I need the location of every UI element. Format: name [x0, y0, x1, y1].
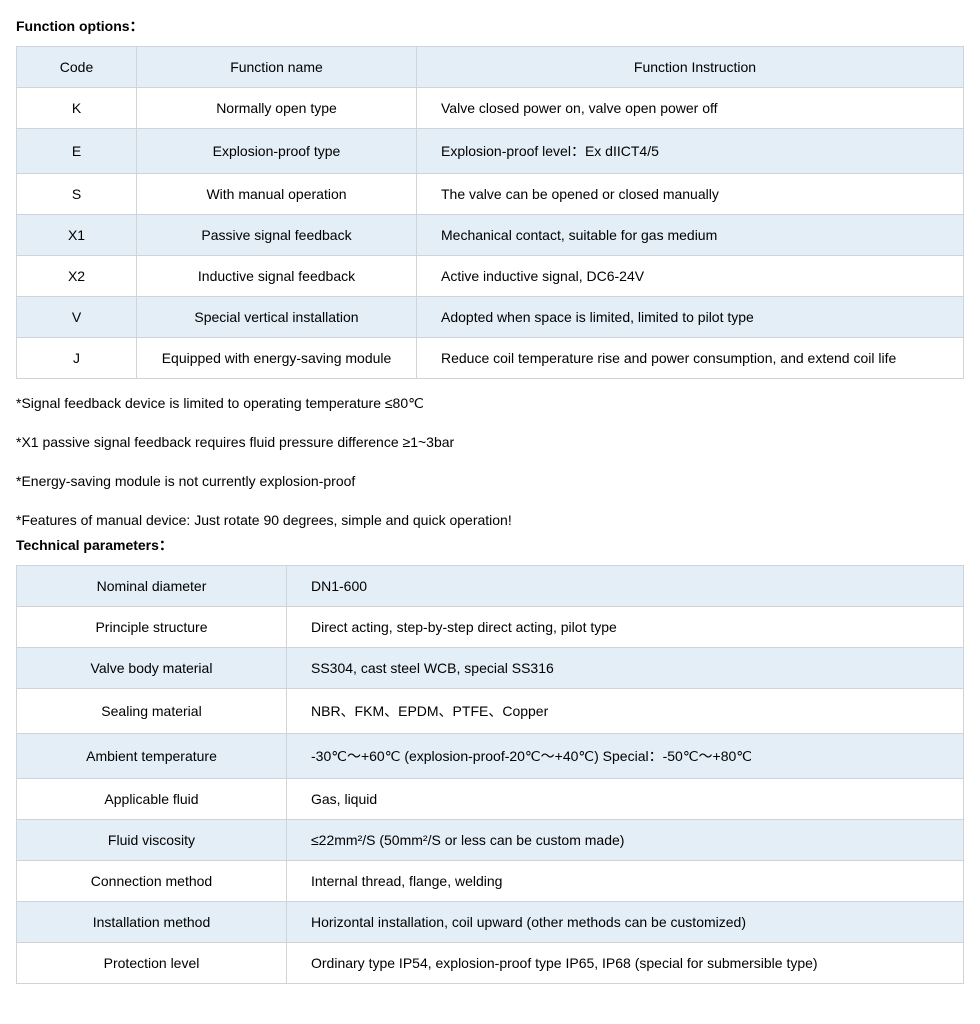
- col-header-code: Code: [17, 47, 137, 88]
- param-name: Fluid viscosity: [17, 820, 287, 861]
- cell-name: Passive signal feedback: [137, 215, 417, 256]
- cell-name: Special vertical installation: [137, 297, 417, 338]
- cell-code: S: [17, 174, 137, 215]
- param-name: Sealing material: [17, 689, 287, 734]
- table-row: K Normally open type Valve closed power …: [17, 88, 964, 129]
- cell-instruction: The valve can be opened or closed manual…: [417, 174, 964, 215]
- table-row: Installation method Horizontal installat…: [17, 902, 964, 943]
- cell-instruction: Mechanical contact, suitable for gas med…: [417, 215, 964, 256]
- cell-instruction: Explosion-proof level：Ex dIICT4/5: [417, 129, 964, 174]
- param-value: ≤22mm²/S (50mm²/S or less can be custom …: [287, 820, 964, 861]
- footnote: *Energy-saving module is not currently e…: [16, 471, 964, 492]
- param-name: Connection method: [17, 861, 287, 902]
- param-value: DN1-600: [287, 566, 964, 607]
- cell-instruction: Reduce coil temperature rise and power c…: [417, 338, 964, 379]
- col-header-name: Function name: [137, 47, 417, 88]
- param-name: Applicable fluid: [17, 779, 287, 820]
- param-value: Internal thread, flange, welding: [287, 861, 964, 902]
- table-row: X1 Passive signal feedback Mechanical co…: [17, 215, 964, 256]
- param-name: Principle structure: [17, 607, 287, 648]
- param-value: Ordinary type IP54, explosion-proof type…: [287, 943, 964, 984]
- param-value: Horizontal installation, coil upward (ot…: [287, 902, 964, 943]
- param-value: SS304, cast steel WCB, special SS316: [287, 648, 964, 689]
- cell-name: Equipped with energy-saving module: [137, 338, 417, 379]
- technical-parameters-table: Nominal diameter DN1-600 Principle struc…: [16, 565, 964, 984]
- cell-code: X1: [17, 215, 137, 256]
- function-options-table: Code Function name Function Instruction …: [16, 46, 964, 379]
- table-header-row: Code Function name Function Instruction: [17, 47, 964, 88]
- table-row: Principle structure Direct acting, step-…: [17, 607, 964, 648]
- cell-code: V: [17, 297, 137, 338]
- technical-parameters-heading: Technical parameters：: [16, 535, 964, 555]
- param-name: Installation method: [17, 902, 287, 943]
- table-row: Applicable fluid Gas, liquid: [17, 779, 964, 820]
- param-value: -30℃～+60℃ (explosion-proof-20℃～+40℃) Spe…: [287, 734, 964, 779]
- cell-name: Normally open type: [137, 88, 417, 129]
- table-row: Valve body material SS304, cast steel WC…: [17, 648, 964, 689]
- cell-name: Inductive signal feedback: [137, 256, 417, 297]
- table-row: S With manual operation The valve can be…: [17, 174, 964, 215]
- param-value: Gas, liquid: [287, 779, 964, 820]
- param-value: Direct acting, step-by-step direct actin…: [287, 607, 964, 648]
- cell-code: X2: [17, 256, 137, 297]
- table-row: V Special vertical installation Adopted …: [17, 297, 964, 338]
- function-options-heading: Function options：: [16, 16, 964, 36]
- cell-code: E: [17, 129, 137, 174]
- table-row: Sealing material NBR、FKM、EPDM、PTFE、Coppe…: [17, 689, 964, 734]
- param-name: Protection level: [17, 943, 287, 984]
- col-header-instruction: Function Instruction: [417, 47, 964, 88]
- param-name: Nominal diameter: [17, 566, 287, 607]
- param-name: Valve body material: [17, 648, 287, 689]
- table-row: Protection level Ordinary type IP54, exp…: [17, 943, 964, 984]
- cell-instruction: Adopted when space is limited, limited t…: [417, 297, 964, 338]
- cell-name: With manual operation: [137, 174, 417, 215]
- cell-name: Explosion-proof type: [137, 129, 417, 174]
- footnote: *Features of manual device: Just rotate …: [16, 510, 964, 531]
- table-row: E Explosion-proof type Explosion-proof l…: [17, 129, 964, 174]
- cell-code: K: [17, 88, 137, 129]
- param-value: NBR、FKM、EPDM、PTFE、Copper: [287, 689, 964, 734]
- table-row: X2 Inductive signal feedback Active indu…: [17, 256, 964, 297]
- cell-instruction: Valve closed power on, valve open power …: [417, 88, 964, 129]
- table-row: Connection method Internal thread, flang…: [17, 861, 964, 902]
- param-name: Ambient temperature: [17, 734, 287, 779]
- table-row: Ambient temperature -30℃～+60℃ (explosion…: [17, 734, 964, 779]
- table-row: J Equipped with energy-saving module Red…: [17, 338, 964, 379]
- table-row: Nominal diameter DN1-600: [17, 566, 964, 607]
- footnote: *X1 passive signal feedback requires flu…: [16, 432, 964, 453]
- footnote: *Signal feedback device is limited to op…: [16, 393, 964, 414]
- cell-instruction: Active inductive signal, DC6-24V: [417, 256, 964, 297]
- cell-code: J: [17, 338, 137, 379]
- table-row: Fluid viscosity ≤22mm²/S (50mm²/S or les…: [17, 820, 964, 861]
